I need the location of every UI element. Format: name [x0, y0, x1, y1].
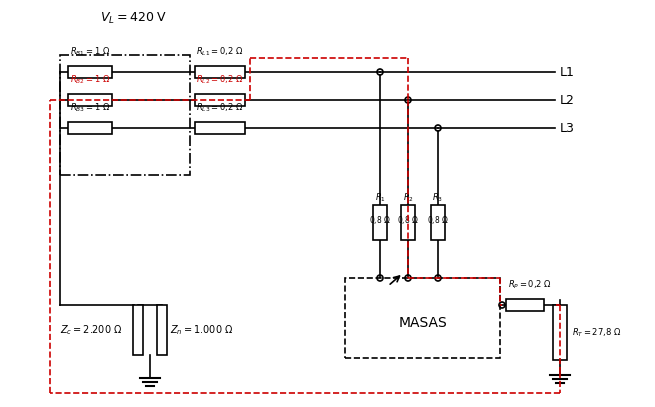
Bar	[195, 66, 245, 78]
Text: $R_1$: $R_1$	[375, 192, 386, 204]
Bar	[68, 122, 112, 134]
Bar	[133, 305, 143, 355]
Text: $Z_n = 1.000\ \Omega$: $Z_n = 1.000\ \Omega$	[170, 323, 234, 337]
Text: $R_{B1} = 1\ \Omega$: $R_{B1} = 1\ \Omega$	[70, 46, 110, 58]
Text: $R_{L3} = 0{,}2\ \Omega$: $R_{L3} = 0{,}2\ \Omega$	[196, 101, 244, 114]
Text: $R_{B3} = 1\ \Omega$: $R_{B3} = 1\ \Omega$	[70, 101, 110, 114]
Bar	[68, 66, 112, 78]
Text: MASAS: MASAS	[398, 316, 447, 330]
Bar	[195, 122, 245, 134]
Text: $0{,}8\ \Omega$: $0{,}8\ \Omega$	[369, 214, 391, 225]
Text: L3: L3	[560, 122, 575, 134]
Bar	[68, 94, 112, 106]
Bar	[506, 299, 544, 311]
Bar	[60, 55, 190, 175]
Text: $0{,}8\ \Omega$: $0{,}8\ \Omega$	[427, 214, 449, 225]
Bar	[401, 205, 415, 240]
Bar	[195, 94, 245, 106]
Text: $R_T = 27{,}8\ \Omega$: $R_T = 27{,}8\ \Omega$	[572, 326, 622, 339]
Text: $R_3$: $R_3$	[432, 192, 443, 204]
Bar	[373, 205, 387, 240]
Text: $R_{L1} = 0{,}2\ \Omega$: $R_{L1} = 0{,}2\ \Omega$	[196, 46, 244, 58]
Bar	[431, 205, 445, 240]
Bar	[345, 278, 500, 358]
Text: $R_{B2} = 1\ \Omega$: $R_{B2} = 1\ \Omega$	[70, 74, 110, 86]
Text: $V_L = 420$ V: $V_L = 420$ V	[100, 11, 168, 26]
Bar	[553, 305, 567, 360]
Text: $R_2$: $R_2$	[403, 192, 413, 204]
Text: $R_{L2} = 0{,}2\ \Omega$: $R_{L2} = 0{,}2\ \Omega$	[196, 74, 244, 86]
Text: L1: L1	[560, 66, 575, 79]
Bar	[157, 305, 167, 355]
Text: $Z_c = 2.200\ \Omega$: $Z_c = 2.200\ \Omega$	[60, 323, 122, 337]
Text: $R_P = 0{,}2\ \Omega$: $R_P = 0{,}2\ \Omega$	[508, 278, 552, 291]
Text: $0{,}8\ \Omega$: $0{,}8\ \Omega$	[397, 214, 419, 225]
Text: L2: L2	[560, 94, 575, 107]
